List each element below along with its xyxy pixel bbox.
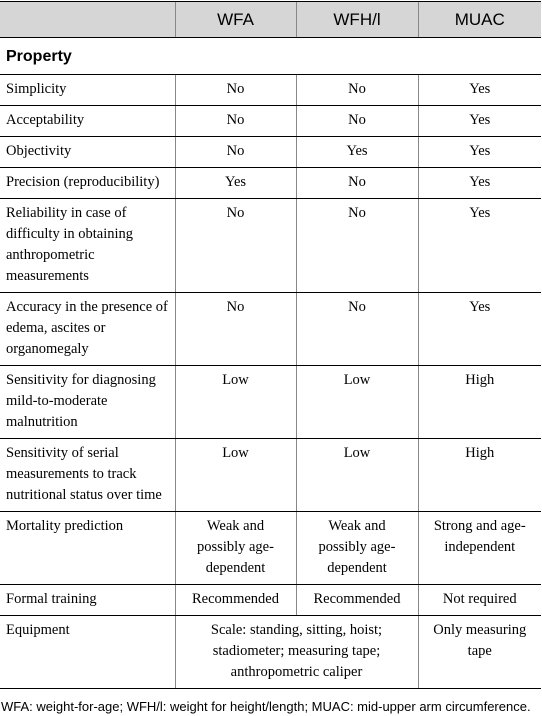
data-table: WFA WFH/l MUAC Property Simplicity No No Yes Ac… bbox=[0, 1, 541, 689]
row-label: Sensitivity of serial measurements to tr… bbox=[0, 438, 175, 512]
cell: No bbox=[174, 136, 296, 168]
cell: No bbox=[174, 292, 296, 366]
cell: Weak and possibly age-dependent bbox=[174, 511, 296, 585]
table-row: Simplicity No No Yes bbox=[0, 74, 541, 106]
cell: Yes bbox=[417, 292, 541, 366]
header-row: WFA WFH/l MUAC bbox=[0, 1, 541, 38]
table-row: Formal training Recommended Recommended Not… bbox=[0, 584, 541, 616]
header-cell: WFA bbox=[174, 1, 296, 38]
cell: Yes bbox=[417, 167, 541, 199]
cell: Yes bbox=[417, 74, 541, 106]
table-row: Objectivity No Yes Yes bbox=[0, 136, 541, 168]
table-row: Equipment Scale: standing, sitting, hoist… bbox=[0, 615, 541, 689]
footnote: WFA: weight-for-age; WFH/l: weight for h… bbox=[1, 699, 531, 714]
row-label: Accuracy in the presence of edema, ascit… bbox=[0, 292, 175, 366]
cell: Scale: standing, sitting, hoist; stadiom… bbox=[174, 615, 418, 689]
header-cell bbox=[0, 1, 175, 38]
row-label: Precision (reproducibility) bbox=[0, 167, 175, 199]
cell: Only measuring tape bbox=[417, 615, 541, 689]
header-cell: WFH/l bbox=[295, 1, 418, 38]
row-label: Sensitivity for diagnosing mild-to-moder… bbox=[0, 365, 175, 439]
table-row: Sensitivity of serial measurements to tr… bbox=[0, 438, 541, 512]
cell: No bbox=[174, 105, 296, 137]
cell: Yes bbox=[417, 105, 541, 137]
cell: Strong and age-independent bbox=[417, 511, 541, 585]
row-label: Mortality prediction bbox=[0, 511, 175, 585]
cell: No bbox=[174, 198, 296, 293]
row-label: Acceptability bbox=[0, 105, 175, 137]
cell: High bbox=[417, 438, 541, 512]
cell: Low bbox=[295, 365, 418, 439]
row-label: Objectivity bbox=[0, 136, 175, 168]
cell: Low bbox=[174, 438, 296, 512]
table-row: Acceptability No No Yes bbox=[0, 105, 541, 137]
cell: No bbox=[295, 74, 418, 106]
cell: No bbox=[295, 292, 418, 366]
cell: Recommended bbox=[295, 584, 418, 616]
cell: Yes bbox=[417, 136, 541, 168]
row-label: Simplicity bbox=[0, 74, 175, 106]
header-cell: MUAC bbox=[417, 1, 541, 38]
cell: Weak and possibly age-dependent bbox=[295, 511, 418, 585]
cell: Recommended bbox=[174, 584, 296, 616]
cell: No bbox=[295, 105, 418, 137]
cell: No bbox=[174, 74, 296, 106]
cell: Not required bbox=[417, 584, 541, 616]
table-row: Mortality prediction Weak and possibly ag… bbox=[0, 511, 541, 585]
row-label: Formal training bbox=[0, 584, 175, 616]
cell: Low bbox=[174, 365, 296, 439]
table-row: Sensitivity for diagnosing mild-to-moder… bbox=[0, 365, 541, 439]
table-row: Reliability in case of difficulty in obt… bbox=[0, 198, 541, 293]
section-row: Property bbox=[0, 37, 541, 75]
cell: High bbox=[417, 365, 541, 439]
cell: No bbox=[295, 167, 418, 199]
cell: Yes bbox=[174, 167, 296, 199]
section-label: Property bbox=[0, 37, 541, 75]
cell: Yes bbox=[295, 136, 418, 168]
table-row: Accuracy in the presence of edema, ascit… bbox=[0, 292, 541, 366]
row-label: Reliability in case of difficulty in obt… bbox=[0, 198, 175, 293]
table-row: Precision (reproducibility) Yes No Yes bbox=[0, 167, 541, 199]
cell: No bbox=[295, 198, 418, 293]
row-label: Equipment bbox=[0, 615, 175, 689]
cell: Yes bbox=[417, 198, 541, 293]
cell: Low bbox=[295, 438, 418, 512]
